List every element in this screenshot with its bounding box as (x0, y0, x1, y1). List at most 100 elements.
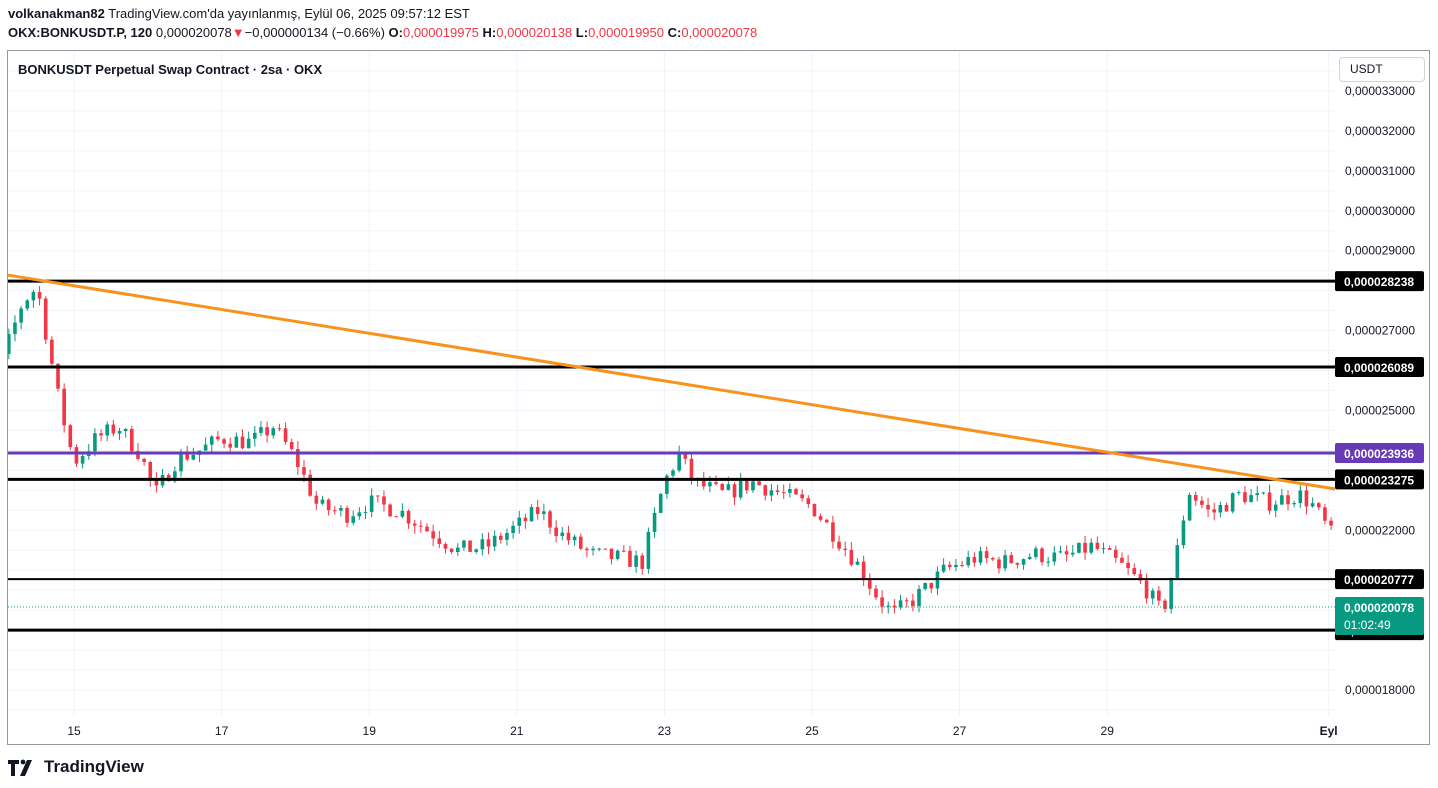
candle-down (43, 298, 48, 340)
y-axis-label: 0,000018000 (1345, 683, 1415, 697)
close-label: C: (667, 25, 682, 40)
candle-up (517, 517, 522, 526)
brand-name: TradingView (44, 757, 144, 776)
candle-down (1163, 600, 1167, 609)
candle-down (1224, 504, 1229, 512)
level-price-label: 0,000020777 (1344, 573, 1414, 587)
candle-down (960, 565, 964, 567)
candle-up (1034, 548, 1038, 557)
candle-up (1249, 495, 1253, 503)
candle-up (1175, 545, 1180, 579)
level-price-label: 0,000028238 (1344, 275, 1414, 289)
candle-down (548, 511, 552, 528)
candle-up (271, 428, 276, 436)
currency-button[interactable]: USDT (1339, 57, 1425, 82)
candle-down (382, 496, 386, 505)
candle-down (62, 388, 66, 426)
candle-up (634, 555, 638, 567)
candle-up (492, 535, 497, 547)
candle-down (283, 428, 288, 443)
candle-up (966, 557, 971, 566)
candle-down (997, 559, 1001, 569)
candle-down (1114, 549, 1118, 558)
candle-down (1335, 526, 1339, 541)
candle-down (929, 582, 934, 589)
candle-up (560, 532, 565, 537)
candle-up (1077, 542, 1081, 553)
candle-down (376, 495, 380, 497)
candle-up (253, 432, 257, 439)
candle-down (1267, 492, 1272, 511)
candle-down (468, 540, 472, 552)
candle-down (628, 550, 632, 567)
ohlc-line: OKX:BONKUSDT.P, 120 0,000020078▼−0,00000… (8, 25, 757, 40)
candle-down (326, 499, 331, 511)
candle-down (874, 588, 878, 598)
candle-up (658, 493, 663, 513)
tradingview-logo-icon (8, 759, 32, 776)
candle-down (535, 507, 540, 515)
candle-up (1255, 493, 1260, 496)
candle-up (1101, 548, 1106, 550)
candle-up (209, 436, 214, 445)
candle-up (665, 475, 669, 494)
y-axis-label: 0,000030000 (1345, 204, 1415, 218)
candle-down (984, 551, 989, 559)
candle-down (1286, 495, 1290, 505)
candle-up (80, 456, 85, 464)
candle-up (1187, 494, 1192, 521)
open-label: O: (388, 25, 403, 40)
x-axis-label: 25 (805, 724, 819, 738)
candle-up (1273, 504, 1278, 511)
tradingview-logo[interactable]: TradingView (8, 757, 144, 777)
candle-up (455, 547, 460, 552)
candle-down (296, 449, 300, 468)
candle-up (1003, 555, 1007, 569)
candle-down (1360, 557, 1364, 561)
level-price-label: 0,000023936 (1344, 447, 1414, 461)
candle-up (898, 600, 903, 608)
candle-down (775, 490, 780, 493)
candle-down (812, 504, 817, 517)
candle-down (972, 557, 977, 563)
change-down-icon: ▼ (231, 25, 245, 40)
candle-up (923, 582, 927, 589)
candle-up (93, 433, 97, 452)
candle-down (1126, 562, 1130, 569)
candle-down (289, 442, 294, 450)
candle-down (523, 517, 528, 522)
candle-up (246, 438, 251, 449)
symbol-label[interactable]: OKX:BONKUSDT.P, 120 (8, 25, 153, 40)
chart-frame[interactable] (7, 50, 1430, 745)
candle-down (1132, 568, 1137, 575)
candle-down (1323, 507, 1327, 521)
candle-down (142, 458, 146, 462)
candle-up (1261, 492, 1266, 494)
candle-up (400, 510, 405, 517)
y-axis-label: 0,000025000 (1345, 403, 1415, 417)
candle-down (222, 439, 226, 444)
candle-down (216, 436, 220, 440)
candle-up (941, 564, 946, 572)
candle-down (277, 428, 282, 430)
candle-down (68, 425, 73, 448)
candle-down (585, 548, 589, 551)
candle-up (339, 508, 343, 511)
candle-down (849, 549, 854, 565)
candle-down (880, 597, 884, 607)
candle-down (332, 510, 337, 512)
candle-down (406, 510, 411, 524)
low-value: 0,000019950 (588, 25, 664, 40)
candle-up (917, 588, 921, 606)
candle-up (597, 548, 602, 550)
candle-down (837, 541, 841, 549)
candle-down (240, 436, 245, 449)
candle-down (800, 494, 804, 499)
candle-down (603, 548, 608, 550)
author-name[interactable]: volkanakman82 (8, 6, 105, 21)
candle-up (31, 291, 36, 301)
candle-down (1040, 548, 1044, 563)
x-axis-label: 19 (363, 724, 377, 738)
candle-down (991, 558, 995, 560)
